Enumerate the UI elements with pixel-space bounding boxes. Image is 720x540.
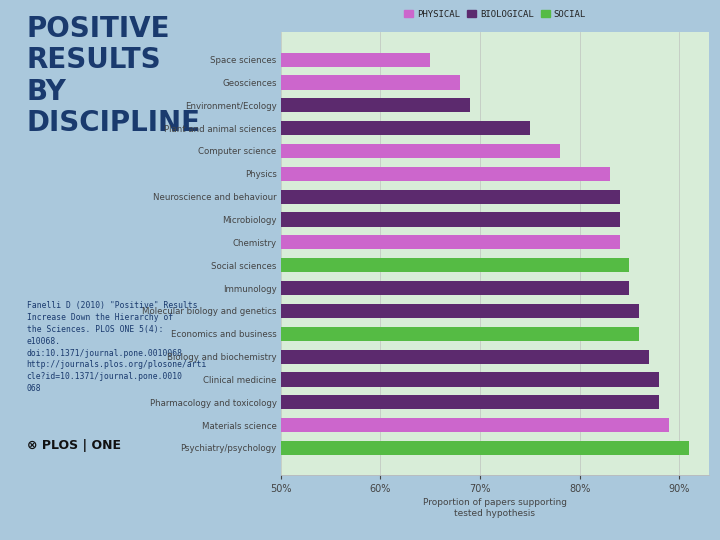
Bar (281, 327, 639, 341)
Bar (281, 281, 629, 295)
Bar (281, 144, 559, 158)
Text: Fanelli D (2010) "Positive" Results
Increase Down the Hierarchy of
the Sciences.: Fanelli D (2010) "Positive" Results Incr… (27, 301, 207, 393)
Bar (281, 235, 619, 249)
Bar (281, 418, 670, 432)
Bar (281, 395, 660, 409)
Bar (281, 258, 629, 272)
X-axis label: Proportion of papers supporting
tested hypothesis: Proportion of papers supporting tested h… (423, 498, 567, 518)
Bar (281, 373, 660, 387)
Bar (281, 441, 689, 455)
Bar (281, 349, 649, 363)
Bar (281, 52, 431, 67)
Bar (281, 76, 460, 90)
Bar (281, 121, 530, 135)
Bar (281, 304, 639, 318)
Text: ⊗ PLOS | ONE: ⊗ PLOS | ONE (27, 439, 121, 452)
Bar (281, 98, 470, 112)
Bar (281, 190, 619, 204)
Bar (281, 212, 619, 227)
Bar (281, 167, 610, 181)
Legend: PHYSICAL, BIOLOGICAL, SOCIAL: PHYSICAL, BIOLOGICAL, SOCIAL (401, 6, 589, 22)
Text: POSITIVE
RESULTS
BY
DISCIPLINE: POSITIVE RESULTS BY DISCIPLINE (27, 15, 201, 137)
